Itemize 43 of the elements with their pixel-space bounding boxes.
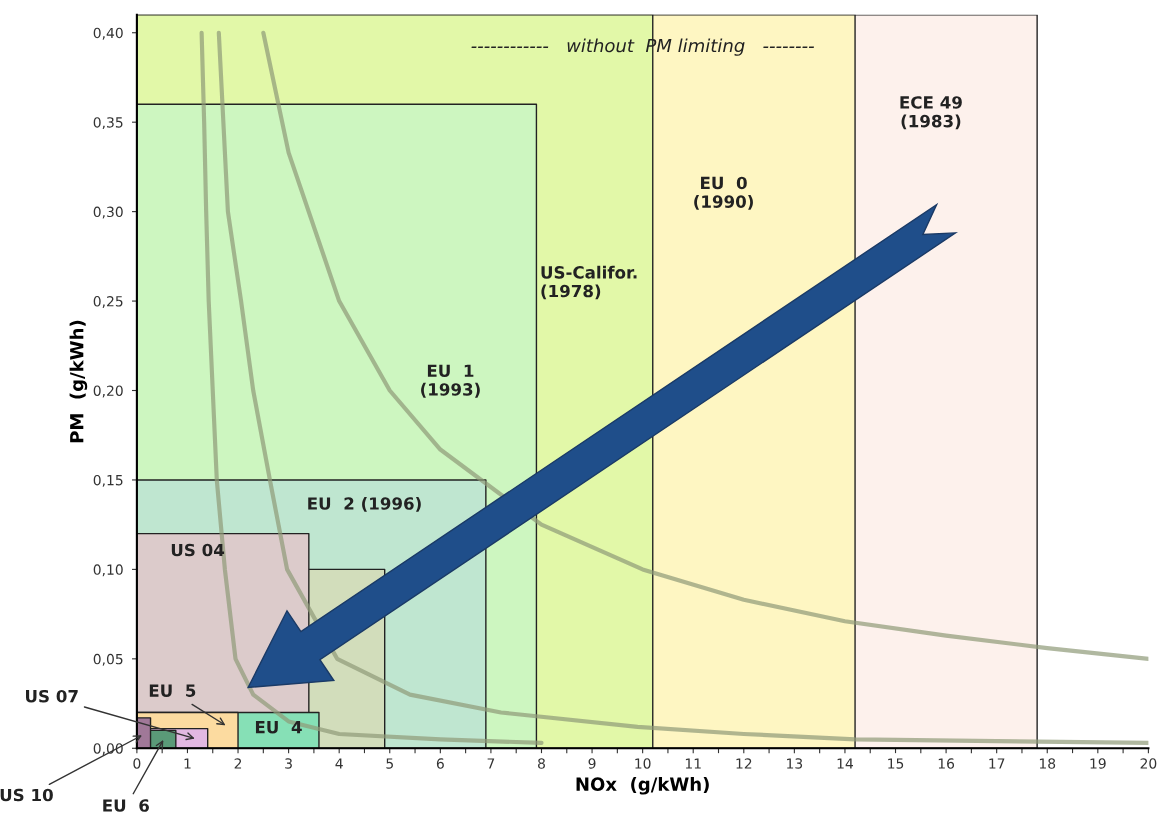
y-tick-label: 0,35 xyxy=(93,117,123,130)
x-tick-label: 13 xyxy=(787,758,803,769)
x-tick-label: 8 xyxy=(538,758,545,769)
band-label: US-Califor. (1978) xyxy=(541,265,637,300)
x-tick-label: 5 xyxy=(386,758,393,769)
y-tick-label: 0,40 xyxy=(93,27,123,40)
y-tick-label: 0,20 xyxy=(93,385,123,398)
x-tick-label: 17 xyxy=(989,758,1005,769)
x-tick-label: 0 xyxy=(133,758,141,769)
line-series xyxy=(261,30,1149,661)
text: US 10 xyxy=(0,788,53,802)
series-label: EU 2 (1996) xyxy=(308,496,421,512)
y-tick-label: 0,15 xyxy=(93,474,123,487)
series-label: EU 5 xyxy=(149,684,196,697)
x-tick-label: 14 xyxy=(837,758,853,769)
x-tick-label: 19 xyxy=(1090,758,1106,769)
text: US 07 xyxy=(26,689,78,703)
y-tick-label: 0,25 xyxy=(93,296,123,308)
band-label: ECE 49 (1983) xyxy=(900,96,962,130)
band-label: EU 0 (1990) xyxy=(694,176,753,210)
x-tick-label: 3 xyxy=(285,758,292,769)
x-tick-label: 7 xyxy=(487,758,495,769)
x-tick-label: 18 xyxy=(1039,758,1056,769)
x-tick-label: 9 xyxy=(588,758,596,769)
y-tick-label: 0,30 xyxy=(93,206,123,219)
series-label: EU 4 xyxy=(255,721,302,734)
x-axis-title: NOx (g/kWh) xyxy=(576,776,709,795)
x-tick-label: 16 xyxy=(938,758,955,769)
series-label: US 04 xyxy=(171,543,225,557)
y-tick-label: 0,10 xyxy=(93,564,123,577)
x-tick-label: 15 xyxy=(888,758,904,769)
x-tick-label: 1 xyxy=(184,758,191,769)
text: EU 6 xyxy=(103,799,149,812)
x-tick-label: 10 xyxy=(635,758,651,769)
x-tick-label: 6 xyxy=(436,758,444,769)
y-axis-title: PM (g/kWh) xyxy=(69,320,88,443)
x-tick-label: 20 xyxy=(1140,758,1157,769)
x-tick-label: 12 xyxy=(736,758,752,769)
series-label: EU 1 (1993) xyxy=(421,364,480,398)
y-tick-label: 0,05 xyxy=(93,653,123,666)
x-tick-label: 11 xyxy=(685,758,701,769)
x-tick-label: 2 xyxy=(234,758,242,769)
x-tick-label: 4 xyxy=(335,758,343,769)
